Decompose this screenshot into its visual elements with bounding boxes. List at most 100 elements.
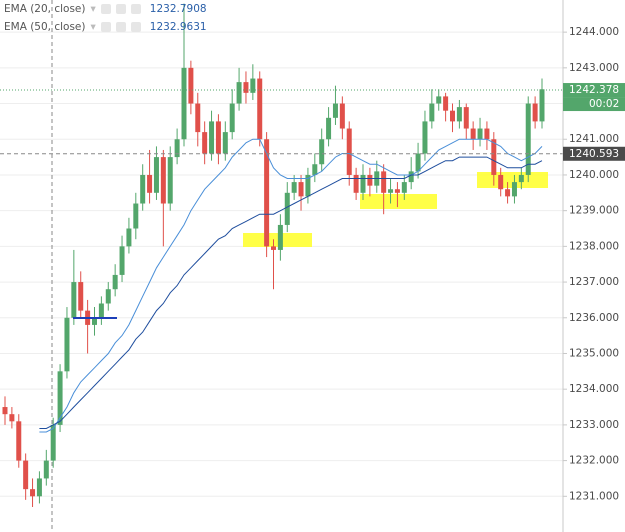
candle-body — [243, 82, 249, 93]
candle-body — [9, 414, 15, 422]
candle-body — [511, 182, 517, 197]
candle-body — [381, 171, 387, 193]
last-price-box — [563, 83, 625, 98]
y-tick-label: 1243.000 — [569, 62, 619, 74]
candle-body — [353, 174, 359, 193]
candle-body — [257, 78, 263, 140]
candle-body — [119, 246, 125, 275]
y-tick-label: 1244.000 — [569, 26, 619, 38]
candle-body — [367, 174, 373, 186]
candle-body — [195, 103, 201, 133]
candle-body — [126, 228, 132, 247]
candle-body — [105, 289, 111, 304]
candle-body — [360, 174, 366, 193]
candle-body — [236, 82, 242, 104]
candle-body — [346, 128, 352, 175]
candle-body — [140, 174, 146, 204]
candle-body — [305, 174, 311, 197]
candle-body — [422, 121, 428, 154]
candle-body — [202, 132, 208, 154]
candle-body — [229, 103, 235, 133]
candle-body — [312, 164, 318, 175]
candle-body — [429, 103, 435, 122]
candle-body — [92, 317, 97, 325]
y-tick-label: 1236.000 — [569, 312, 619, 324]
legend-label: EMA (20, close) — [4, 3, 86, 15]
candle-body — [277, 224, 283, 250]
crosshair-price-label: 1240.593 — [569, 148, 619, 160]
candle-body — [250, 78, 256, 93]
legend-row: EMA (20, close) ▾ 1232.7908 — [4, 3, 207, 15]
candle-body — [153, 157, 159, 193]
highlight-zone — [477, 172, 548, 188]
crosshair-price-box — [563, 146, 625, 161]
candle-body — [436, 96, 442, 104]
y-tick-label: 1234.000 — [569, 383, 619, 395]
candle-body — [264, 139, 270, 247]
candle-body — [181, 67, 187, 140]
candle-body — [388, 189, 394, 193]
candle-body — [443, 96, 449, 111]
candle-body — [160, 157, 166, 204]
y-tick-label: 1240.000 — [569, 169, 619, 181]
candle-body — [477, 128, 483, 140]
y-tick-label: 1239.000 — [569, 205, 619, 217]
legend-value: 1232.7908 — [149, 3, 207, 15]
candle-body — [133, 203, 139, 229]
y-tick-label: 1237.000 — [569, 276, 619, 288]
candle-body — [36, 478, 42, 497]
candle-body — [57, 371, 63, 425]
candle-body — [16, 421, 22, 461]
candle-body — [505, 189, 511, 197]
candle-body — [484, 128, 490, 140]
candle-body — [518, 174, 524, 183]
candle-body — [532, 103, 538, 122]
legend-value: 1232.9631 — [149, 21, 207, 33]
y-tick-label: 1235.000 — [569, 347, 619, 359]
candle-body — [498, 174, 504, 190]
candle-body — [78, 282, 84, 311]
candle-body — [147, 174, 153, 193]
countdown-box — [563, 97, 625, 112]
candle-body — [394, 189, 400, 193]
candle-body — [470, 128, 476, 140]
candle-body — [332, 103, 338, 118]
candle-body — [23, 460, 29, 490]
legend-label: EMA (50, close) — [4, 21, 86, 33]
candle-body — [222, 132, 228, 154]
candle-body — [298, 182, 304, 197]
candle-body — [167, 157, 173, 204]
candle-body — [50, 424, 56, 461]
candle-body — [408, 171, 414, 183]
candle-body — [215, 121, 221, 154]
candle-body — [112, 274, 118, 290]
legend-row: EMA (50, close) ▾ 1232.9631 — [4, 21, 207, 33]
y-tick-label: 1231.000 — [569, 490, 619, 502]
candle-body — [319, 139, 325, 165]
candle-body — [71, 282, 77, 318]
highlight-zone — [360, 194, 437, 209]
y-tick-label: 1233.000 — [569, 419, 619, 431]
y-tick-label: 1241.000 — [569, 133, 619, 145]
candle-body — [271, 246, 276, 250]
candle-body — [2, 407, 8, 415]
candle-body — [291, 182, 297, 193]
candle-body — [401, 182, 407, 193]
candle-body — [30, 489, 36, 497]
candle-body — [456, 107, 462, 122]
candle-body — [339, 103, 345, 129]
candle-body — [415, 153, 421, 172]
candle-body — [188, 67, 194, 104]
candle-body — [98, 303, 104, 318]
candle-body — [209, 121, 215, 154]
y-tick-label: 1238.000 — [569, 240, 619, 252]
candle-body — [539, 89, 545, 122]
ema-line — [39, 138, 543, 433]
last-price-label: 1242.378 — [569, 84, 619, 96]
candle-body — [463, 107, 469, 129]
candle-body — [284, 192, 290, 225]
highlight-zone — [243, 233, 312, 247]
